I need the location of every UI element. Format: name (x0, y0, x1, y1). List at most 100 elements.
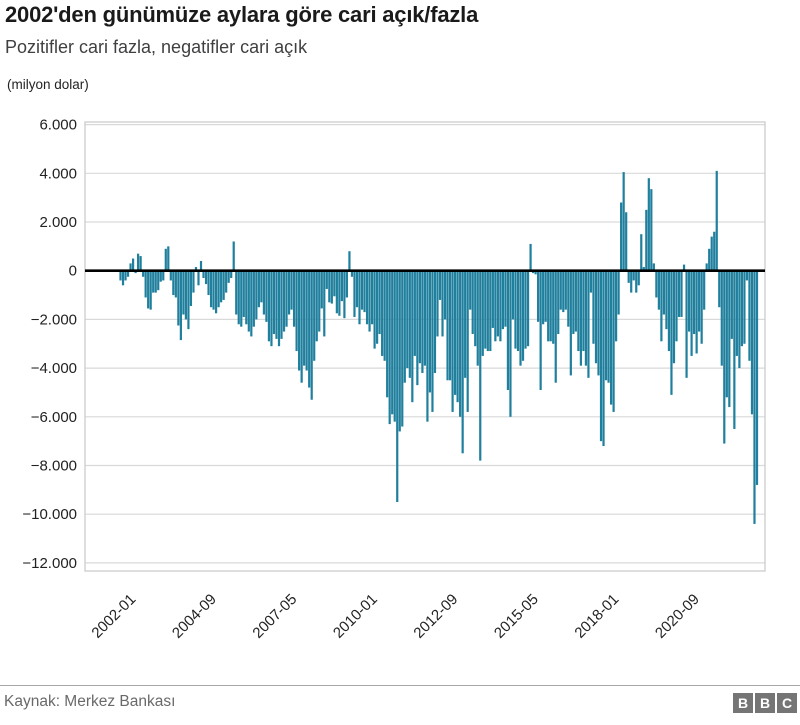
y-tick-label: 0 (69, 263, 77, 280)
bar-month (197, 270, 200, 286)
bar-month (378, 270, 381, 335)
bar-month (569, 270, 572, 376)
bar-month (287, 270, 291, 315)
bar-month (187, 270, 190, 330)
bar-month (300, 270, 303, 383)
bar-month (350, 270, 354, 277)
bar-month (308, 270, 311, 388)
bar-month (333, 270, 336, 297)
bar-month (630, 270, 633, 293)
bar-month (715, 170, 718, 271)
bar-month (474, 270, 477, 347)
bar-month (222, 270, 225, 300)
bar-month (481, 270, 484, 356)
bar-month (370, 270, 374, 325)
bar-month (542, 270, 545, 325)
bar-month (184, 270, 188, 320)
bar-month (682, 264, 686, 271)
bar-month (137, 253, 140, 271)
bar-month (602, 270, 605, 447)
bar-month (353, 270, 356, 317)
bar-month (207, 270, 210, 296)
bar-month (209, 270, 213, 308)
bar-month (491, 270, 494, 328)
bar-month (119, 270, 122, 281)
bar-month (328, 270, 331, 303)
bar-month (622, 172, 625, 271)
bar-month (157, 270, 160, 291)
bar-month (220, 270, 223, 303)
x-tick-label: 2012-09 (410, 591, 461, 642)
plot-border (84, 121, 766, 572)
bar-month (504, 270, 507, 327)
bar-month (537, 270, 540, 322)
bar-month (139, 256, 142, 271)
bar-month (642, 267, 645, 271)
bar-month (303, 270, 306, 366)
bar-month (579, 270, 582, 366)
bbc-logo-letter: C (777, 693, 797, 713)
bar-month (315, 270, 318, 342)
bar-month (519, 270, 522, 366)
bar-month (421, 270, 424, 373)
bar-month (290, 270, 293, 310)
bar-month (386, 270, 389, 398)
bar-month (225, 270, 228, 293)
bar-month (748, 270, 751, 361)
bar-month (695, 270, 698, 354)
bar-month (245, 270, 248, 325)
bar-month (584, 270, 588, 366)
bar-month (408, 270, 411, 378)
bar-month (131, 258, 135, 271)
bar-month (345, 270, 349, 298)
bar-month (433, 270, 437, 373)
bar-month (260, 270, 263, 303)
bar-month (700, 270, 703, 344)
bar-month (655, 270, 658, 298)
bar-month (310, 270, 313, 400)
bar-month (524, 270, 527, 349)
bar-month (745, 270, 749, 281)
bar-month (282, 270, 286, 332)
bar-month (340, 270, 343, 302)
bar-month (720, 270, 723, 366)
bar-month (189, 270, 193, 307)
bar-month (557, 270, 560, 335)
bar-month (728, 270, 731, 408)
bar-month (426, 270, 429, 422)
bar-month (235, 270, 238, 315)
bar-month (396, 270, 399, 503)
x-tick-label: 2007-05 (249, 591, 300, 642)
bar-month (320, 270, 323, 309)
bar-month (612, 270, 615, 412)
bar-month (750, 270, 754, 415)
chart-title: 2002'den günümüze aylara göre cari açık/… (5, 2, 479, 27)
bar-month (144, 270, 147, 298)
bar-month (599, 270, 603, 442)
bar-month (376, 270, 379, 344)
bar-month (738, 270, 741, 369)
bar-month (657, 270, 660, 310)
bar-month (202, 270, 205, 278)
bar-month (265, 270, 268, 322)
bar-month (609, 270, 613, 405)
bar-month (647, 178, 650, 271)
bar-month (627, 270, 630, 283)
bar-month (368, 270, 371, 332)
bar-month (718, 270, 721, 308)
bar-month (755, 270, 759, 485)
bar-month (129, 263, 132, 271)
x-tick-label: 2015-05 (491, 591, 542, 642)
bar-month (325, 270, 328, 289)
bar-month (521, 270, 525, 361)
bar-month (582, 270, 585, 352)
bar-month (154, 270, 157, 293)
bar-month (147, 270, 150, 309)
bar-month (406, 270, 409, 369)
bar-month (418, 270, 421, 364)
bar-month (398, 270, 401, 432)
bar-month (212, 270, 215, 310)
bar-month (753, 270, 756, 524)
bar-month (567, 270, 570, 327)
bar-month (705, 263, 708, 271)
